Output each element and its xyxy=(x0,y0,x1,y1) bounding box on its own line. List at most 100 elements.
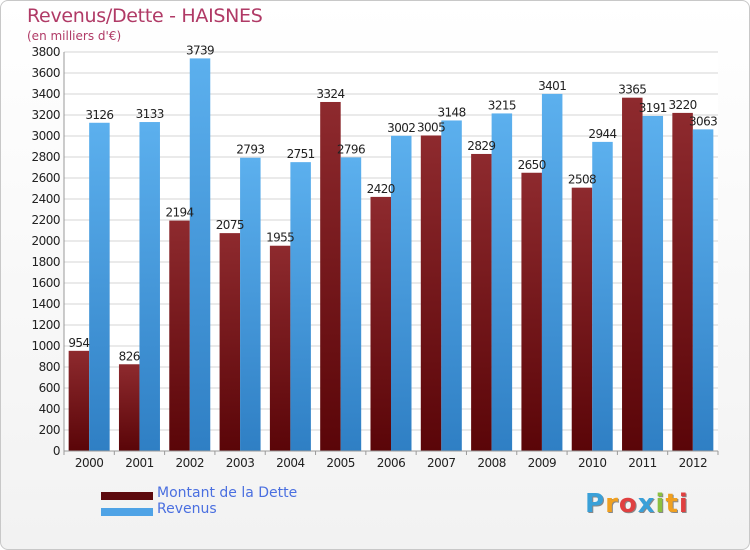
x-tick-label: 2000 xyxy=(75,456,104,470)
legend-swatch-revenus xyxy=(101,508,153,516)
x-tick-label: 2012 xyxy=(679,456,708,470)
data-label-dette: 2508 xyxy=(568,173,596,187)
data-label-dette: 2194 xyxy=(165,206,193,220)
legend-label-dette: Montant de la Dette xyxy=(157,485,298,501)
logo-letter: x xyxy=(637,489,656,519)
data-label-revenus: 3148 xyxy=(437,105,465,119)
bar-revenus xyxy=(240,157,261,452)
x-tick-label: 2005 xyxy=(326,456,355,470)
y-tick-label: 1000 xyxy=(31,339,60,353)
bar-revenus xyxy=(441,120,462,452)
logo-letter: i xyxy=(678,489,689,519)
bar-revenus xyxy=(189,58,211,451)
bar-dette xyxy=(219,233,241,451)
y-tick-label: 3400 xyxy=(31,87,60,101)
bar-dette xyxy=(269,245,291,451)
y-tick-label: 2000 xyxy=(31,234,60,248)
x-tick-label: 2011 xyxy=(628,456,657,470)
data-label-dette: 1955 xyxy=(266,231,294,245)
bar-dette xyxy=(420,135,442,451)
proxiti-logo[interactable]: Proxiti xyxy=(585,489,689,519)
logo-letter: i xyxy=(655,489,666,519)
logo-letter: P xyxy=(585,489,606,519)
data-label-revenus: 2796 xyxy=(337,142,365,156)
data-label-revenus: 2751 xyxy=(287,147,315,161)
logo-letter: t xyxy=(665,489,679,519)
x-tick-label: 2009 xyxy=(528,456,557,470)
bar-dette xyxy=(672,112,693,452)
data-label-dette: 3220 xyxy=(669,98,697,112)
bar-dette xyxy=(68,350,90,451)
y-tick-label: 3200 xyxy=(31,108,60,122)
chart-title: Revenus/Dette - HAISNES xyxy=(27,5,263,27)
bar-revenus xyxy=(592,141,613,451)
x-tick-label: 2001 xyxy=(125,456,154,470)
bar-dette xyxy=(370,196,391,451)
data-label-revenus: 3191 xyxy=(639,101,667,115)
data-label-dette: 2420 xyxy=(367,182,395,196)
data-label-revenus: 2944 xyxy=(588,127,616,141)
y-tick-label: 3000 xyxy=(31,129,60,143)
bar-revenus xyxy=(290,162,311,451)
bar-revenus xyxy=(89,122,110,452)
data-label-dette: 3324 xyxy=(316,87,344,101)
x-tick-label: 2006 xyxy=(377,456,406,470)
y-tick-label: 2200 xyxy=(31,213,60,227)
data-label-revenus: 3739 xyxy=(186,43,214,57)
chart-subtitle: (en milliers d'€) xyxy=(27,29,122,43)
x-tick-label: 2007 xyxy=(427,456,456,470)
x-tick-label: 2002 xyxy=(175,456,204,470)
legend-label-revenus: Revenus xyxy=(157,501,217,517)
bar-revenus xyxy=(692,129,714,451)
bar-revenus xyxy=(541,93,563,452)
y-tick-label: 800 xyxy=(39,360,60,374)
bar-revenus xyxy=(491,113,513,452)
data-label-revenus: 2793 xyxy=(236,143,264,157)
y-tick-label: 0 xyxy=(53,444,60,458)
x-tick-label: 2008 xyxy=(477,456,506,470)
y-tick-label: 3600 xyxy=(31,66,60,80)
bar-dette xyxy=(471,153,492,451)
y-tick-label: 600 xyxy=(39,381,60,395)
y-tick-label: 400 xyxy=(39,402,60,416)
bar-revenus xyxy=(642,115,664,451)
data-label-revenus: 3063 xyxy=(689,114,717,128)
data-label-revenus: 3401 xyxy=(538,79,566,93)
bar-dette xyxy=(521,172,542,451)
x-tick-label: 2004 xyxy=(276,456,305,470)
data-label-dette: 826 xyxy=(119,349,140,363)
bar-dette xyxy=(320,101,341,451)
y-tick-label: 200 xyxy=(39,423,60,437)
y-tick-label: 2800 xyxy=(31,150,60,164)
y-tick-label: 1400 xyxy=(31,297,60,311)
y-tick-label: 1800 xyxy=(31,255,60,269)
data-label-dette: 2075 xyxy=(216,218,244,232)
bar-dette xyxy=(169,220,190,451)
bar-revenus xyxy=(391,135,412,452)
x-tick-label: 2003 xyxy=(226,456,255,470)
x-tick-label: 2010 xyxy=(578,456,607,470)
bar-revenus xyxy=(340,157,362,452)
logo-letter: r xyxy=(605,489,619,519)
y-tick-label: 1200 xyxy=(31,318,60,332)
data-label-dette: 954 xyxy=(68,336,89,350)
data-label-revenus: 3133 xyxy=(136,107,164,121)
y-tick-label: 3800 xyxy=(31,45,60,59)
logo-letter: o xyxy=(618,489,638,519)
data-label-revenus: 3215 xyxy=(488,98,516,112)
data-label-dette: 3005 xyxy=(417,120,445,134)
y-tick-label: 1600 xyxy=(31,276,60,290)
bar-revenus xyxy=(139,122,160,451)
bar-dette xyxy=(622,97,643,452)
data-label-dette: 2829 xyxy=(467,139,495,153)
bar-dette xyxy=(118,364,140,451)
data-label-dette: 3365 xyxy=(618,83,646,97)
y-tick-label: 2600 xyxy=(31,171,60,185)
bar-dette xyxy=(571,187,593,451)
data-label-revenus: 3126 xyxy=(85,108,113,122)
legend-swatch-dette xyxy=(101,492,153,500)
y-tick-label: 2400 xyxy=(31,192,60,206)
data-label-dette: 2650 xyxy=(518,158,546,172)
